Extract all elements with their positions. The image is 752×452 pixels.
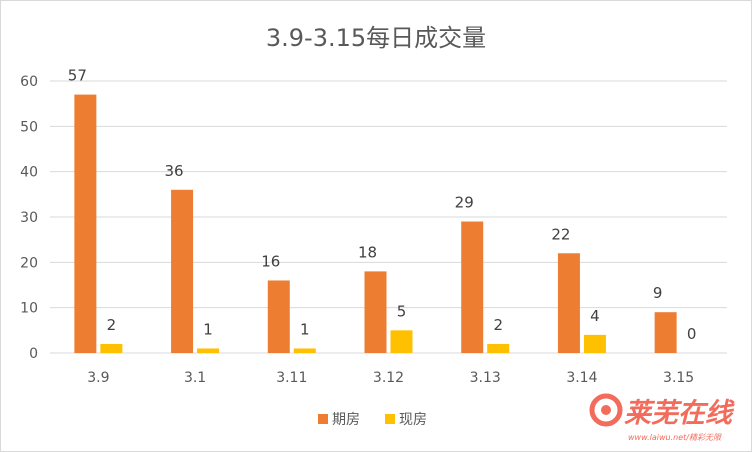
x-tick-label: 3.1: [184, 370, 206, 386]
data-label: 2: [493, 316, 503, 334]
bar-futures: [654, 312, 677, 353]
data-label: 0: [687, 325, 697, 343]
x-tick-label: 3.11: [276, 370, 307, 386]
data-label: 1: [300, 320, 310, 338]
bar-spot: [487, 343, 510, 353]
y-tick-label: 40: [20, 165, 38, 181]
y-tick-label: 30: [20, 210, 38, 226]
x-tick-label: 3.13: [470, 370, 501, 386]
data-label: 29: [455, 194, 474, 212]
x-tick-label: 3.15: [663, 370, 694, 386]
x-tick-label: 3.12: [373, 370, 404, 386]
bar-futures: [267, 280, 290, 353]
bar-spot: [293, 348, 316, 353]
y-tick-label: 20: [20, 255, 38, 271]
bar-spot: [390, 330, 413, 353]
chart-title: 3.9-3.15每日成交量: [266, 24, 486, 52]
bar-spot: [197, 348, 220, 353]
data-label: 18: [358, 243, 377, 261]
svg-text:www.laiwu.net/精彩无限: www.laiwu.net/精彩无限: [628, 433, 722, 442]
data-label: 1: [203, 320, 213, 338]
svg-text:莱芜在线: 莱芜在线: [624, 398, 735, 429]
y-tick-label: 10: [20, 301, 38, 317]
data-label: 9: [653, 284, 663, 302]
watermark-logo: 莱芜在线 www.laiwu.net/精彩无限: [589, 393, 735, 442]
x-tick-label: 3.9: [87, 370, 109, 386]
bar-futures: [461, 221, 484, 353]
legend-label: 期房: [332, 412, 360, 428]
y-tick-label: 0: [29, 346, 38, 362]
bar-futures: [74, 94, 97, 353]
legend-swatch: [385, 414, 395, 424]
data-label: 2: [107, 316, 117, 334]
data-label: 5: [397, 302, 407, 320]
bar-futures: [557, 253, 580, 353]
data-label: 4: [590, 307, 600, 325]
legend-label: 现房: [399, 412, 427, 428]
legend-swatch: [318, 414, 328, 424]
data-label: 16: [261, 252, 280, 270]
data-label: 22: [551, 225, 570, 243]
x-tick-label: 3.14: [566, 370, 597, 386]
bar-futures: [171, 189, 194, 353]
data-label: 36: [165, 162, 184, 180]
bar-spot: [100, 343, 123, 353]
bar-spot: [583, 334, 606, 353]
y-tick-label: 50: [20, 119, 38, 135]
legend: 期房 现房: [318, 412, 427, 428]
bar-futures: [364, 271, 387, 353]
y-tick-label: 60: [20, 74, 38, 90]
data-label: 57: [68, 67, 87, 85]
